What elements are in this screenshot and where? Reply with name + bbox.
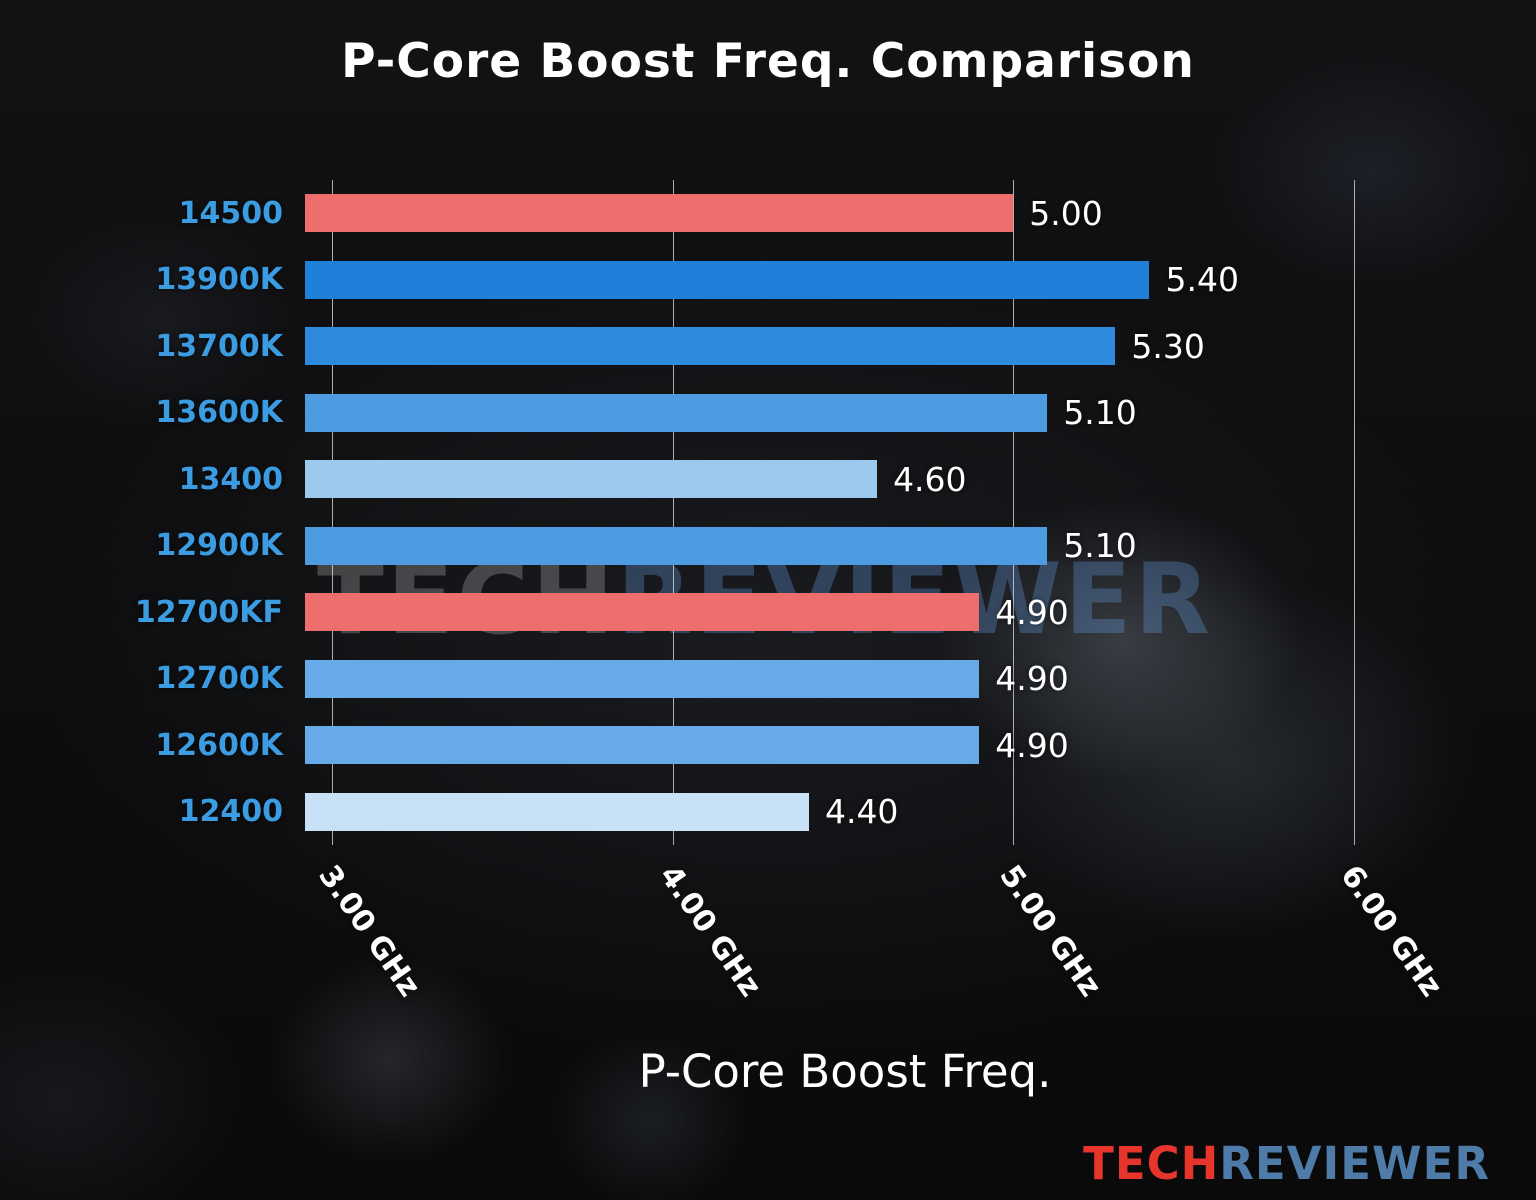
gridlines bbox=[305, 180, 1490, 845]
bar-row: 12900K 5.10 bbox=[155, 513, 1490, 580]
bar-rows: 14500 5.00 13900K 5.40 13700K 5.30 13600K 5.10 1… bbox=[135, 180, 1490, 846]
bar bbox=[305, 526, 1048, 565]
value-label: 5.30 bbox=[1131, 326, 1205, 366]
category-label: 12700K bbox=[155, 661, 283, 697]
x-axis-ticks: 3.00 GHz 4.00 GHz 5.00 GHz 6.00 GHz bbox=[305, 845, 1490, 1065]
value-label: 5.10 bbox=[1063, 393, 1137, 433]
value-label: 4.40 bbox=[824, 792, 899, 832]
bar-row: 13700K 5.30 bbox=[155, 313, 1490, 380]
x-tick-label: 3.00 GHz bbox=[311, 859, 428, 1004]
bar bbox=[305, 393, 1048, 432]
logo-tech: TECH bbox=[1083, 1137, 1220, 1190]
bar bbox=[305, 260, 1150, 299]
bar-row: 12400 4.40 bbox=[179, 779, 1490, 846]
category-label: 12400 bbox=[178, 794, 283, 830]
x-tick-label: 5.00 GHz bbox=[992, 859, 1109, 1004]
plot-area: 14500 5.00 13900K 5.40 13700K 5.30 13600K 5.10 1… bbox=[135, 180, 1490, 1003]
gridline bbox=[672, 180, 674, 845]
value-label: 5.00 bbox=[1029, 193, 1103, 233]
bar bbox=[305, 726, 980, 765]
category-label: 12900K bbox=[155, 528, 283, 564]
value-label: 4.90 bbox=[995, 725, 1069, 765]
category-label: 12600K bbox=[155, 727, 283, 763]
bar-row: 12700K 4.90 bbox=[155, 646, 1490, 713]
bar-row: 13400 4.60 bbox=[179, 446, 1490, 513]
bar bbox=[305, 659, 980, 698]
value-label: 5.40 bbox=[1165, 260, 1239, 300]
value-label: 4.90 bbox=[995, 659, 1069, 699]
value-label: 5.10 bbox=[1063, 526, 1137, 566]
x-tick-label: 4.00 GHz bbox=[652, 859, 768, 1004]
category-label: 14500 bbox=[178, 195, 283, 231]
bar-row: 14500 5.00 bbox=[179, 180, 1490, 247]
bar-row: 13600K 5.10 bbox=[155, 380, 1490, 447]
category-label: 13700K bbox=[155, 328, 283, 364]
bar bbox=[305, 194, 1014, 233]
logo-reviewer: REVIEWER bbox=[1219, 1137, 1490, 1190]
bar bbox=[305, 327, 1116, 366]
brand-logo: TECHREVIEWER bbox=[1083, 1137, 1490, 1190]
chart-title: P-Core Boost Freq. Comparison bbox=[341, 34, 1195, 89]
bar-row: 13900K 5.40 bbox=[155, 247, 1490, 314]
value-label: 4.90 bbox=[995, 592, 1069, 632]
gridline bbox=[332, 180, 334, 845]
gridline bbox=[1013, 180, 1015, 845]
category-label: 13400 bbox=[178, 461, 283, 497]
bar bbox=[305, 593, 980, 632]
gridline bbox=[1353, 180, 1355, 845]
category-label: 13900K bbox=[155, 262, 283, 298]
bar-row: 12700KF 4.90 bbox=[135, 579, 1490, 646]
category-label: 12700KF bbox=[134, 594, 283, 630]
value-label: 4.60 bbox=[893, 459, 967, 499]
x-axis-label: P-Core Boost Freq. bbox=[638, 1045, 1052, 1098]
bar bbox=[305, 460, 878, 499]
category-label: 13600K bbox=[155, 395, 283, 431]
x-tick-label: 6.00 GHz bbox=[1333, 859, 1449, 1004]
bar bbox=[305, 792, 809, 831]
bar-row: 12600K 4.90 bbox=[155, 712, 1490, 779]
